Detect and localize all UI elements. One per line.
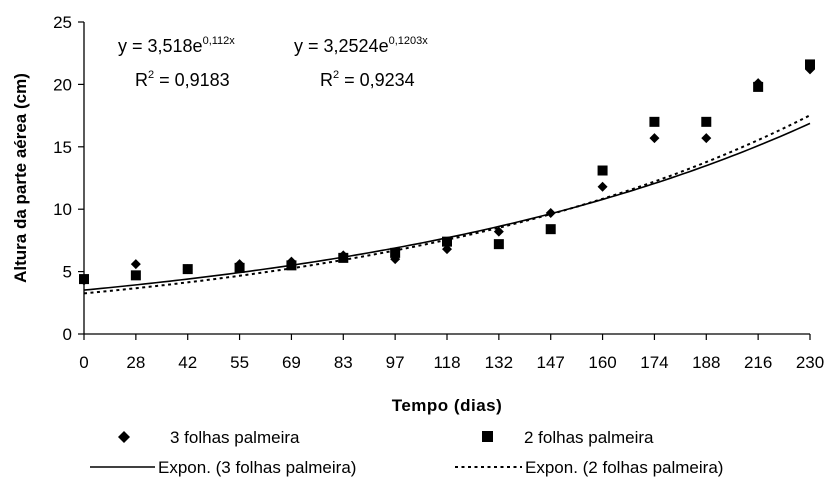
markers [79,59,815,286]
data-point-3-folhas [493,226,504,237]
legend-item-2-folhas: 2 folhas palmeira [482,428,654,447]
data-point-3-folhas [597,181,608,192]
x-tick-label: 188 [692,353,720,372]
x-tick-label: 230 [796,353,824,372]
y-tick-label: 0 [63,325,72,344]
x-tick-label: 160 [588,353,616,372]
legend-marker-diamond [118,431,130,443]
data-point-2-folhas [338,252,349,263]
r2-text-2-folhas: R2 = 0,9234 [320,69,415,90]
x-axis-title: Tempo (dias) [392,396,503,415]
x-tick-label: 83 [334,353,353,372]
data-point-3-folhas [130,259,141,270]
data-point-2-folhas [649,116,660,127]
y-tick-label: 20 [53,75,72,94]
data-point-2-folhas [701,116,712,127]
y-tick-label: 5 [63,263,72,282]
trendline-2-folhas [83,114,811,295]
data-point-3-folhas [545,207,556,218]
equation-text-2-folhas: y = 3,2524e0,1203x [294,35,428,56]
data-point-2-folhas [130,270,141,281]
data-point-2-folhas [286,260,297,271]
data-point-2-folhas [234,262,245,273]
x-tick-label: 69 [282,353,301,372]
legend-label-2-folhas: 2 folhas palmeira [524,428,654,447]
x-tick-label: 28 [126,353,145,372]
data-point-3-folhas [701,133,712,144]
legend-item-expon-3-folhas: Expon. (3 folhas palmeira) [90,458,356,477]
y-tick-label: 15 [53,138,72,157]
y-axis-title: Altura da parte aérea (cm) [11,73,30,283]
x-tick-label: 42 [178,353,197,372]
legend: 3 folhas palmeira 2 folhas palmeira Expo… [90,428,723,477]
data-point-2-folhas [753,81,764,92]
x-ticks: 0 28 42 55 69 83 97 118 132 147 160 174 188 216 230 [79,334,824,372]
legend-label-expon-2-folhas: Expon. (2 folhas palmeira) [525,458,723,477]
legend-item-3-folhas: 3 folhas palmeira [118,428,300,447]
legend-label-expon-3-folhas: Expon. (3 folhas palmeira) [158,458,356,477]
x-tick-label: 147 [537,353,565,372]
data-point-2-folhas [390,247,401,258]
x-tick-label: 0 [79,353,88,372]
x-tick-label: 132 [485,353,513,372]
data-point-2-folhas [442,236,452,247]
x-tick-label: 55 [230,353,249,372]
legend-item-expon-2-folhas: Expon. (2 folhas palmeira) [455,458,723,477]
data-point-2-folhas [545,224,556,235]
data-point-2-folhas [597,165,608,176]
equation-3-folhas: y = 3,518e0,112x R2 = 0,9183 [118,35,235,90]
trendlines [83,114,811,295]
equation-text-3-folhas: y = 3,518e0,112x [118,35,235,56]
y-tick-label: 25 [53,13,72,32]
legend-marker-square [482,431,493,442]
equation-2-folhas: y = 3,2524e0,1203x R2 = 0,9234 [294,35,428,90]
data-point-2-folhas [805,59,815,70]
data-point-2-folhas [79,274,89,285]
x-tick-label: 118 [433,353,460,372]
trendline-3-folhas [83,122,811,291]
x-tick-label: 97 [386,353,405,372]
data-point-2-folhas [493,239,504,250]
y-ticks: 0 5 10 15 20 25 [53,13,84,344]
x-tick-label: 174 [640,353,668,372]
legend-label-3-folhas: 3 folhas palmeira [170,428,300,447]
data-point-3-folhas [649,133,660,144]
plot-area: 0 5 10 15 20 25 0 28 42 55 69 83 97 118 132 147 160 174 1… [53,13,824,372]
y-tick-label: 10 [53,200,72,219]
x-tick-label: 216 [744,353,772,372]
r2-text-3-folhas: R2 = 0,9183 [135,69,230,90]
data-point-2-folhas [182,264,193,275]
